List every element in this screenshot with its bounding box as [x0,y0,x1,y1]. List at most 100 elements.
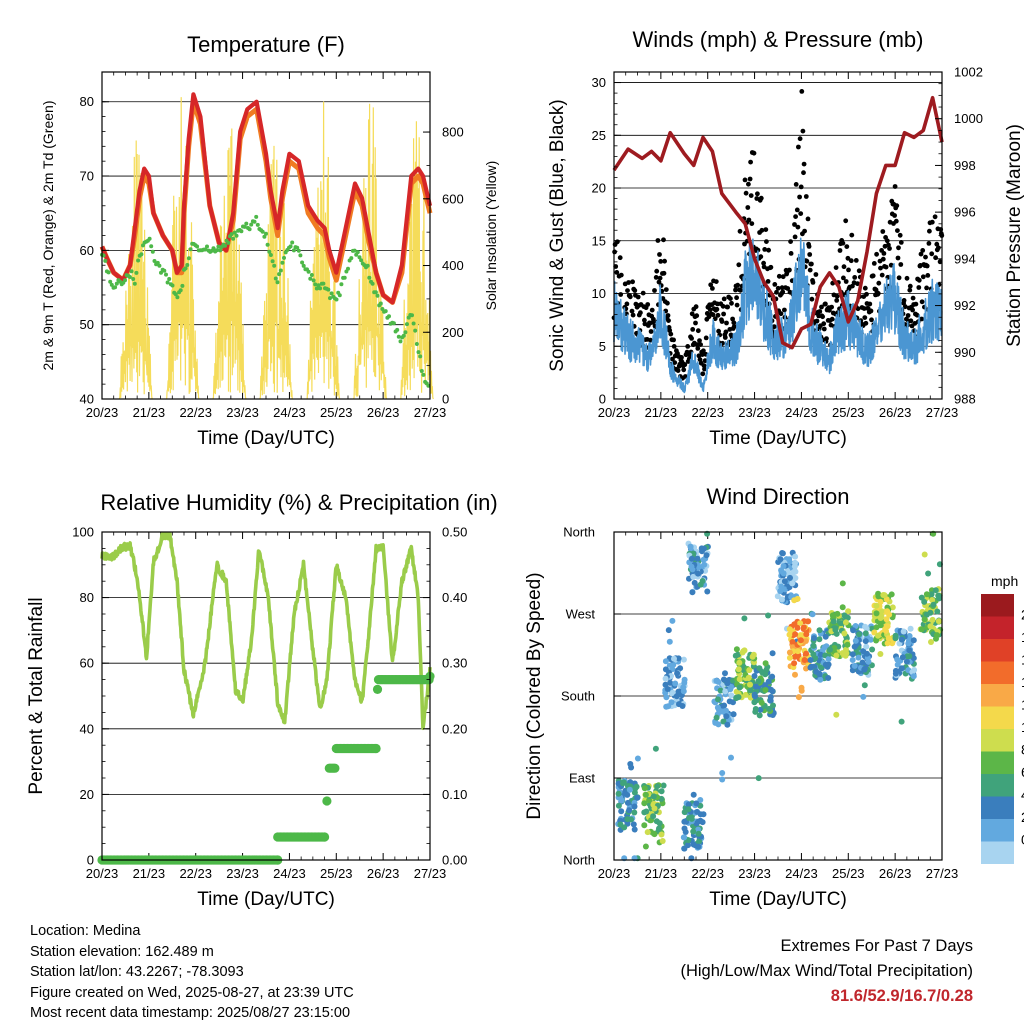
direction-point [618,797,625,804]
chart-title: Winds (mph) & Pressure (mb) [633,27,924,52]
dewpoint-point [195,244,200,249]
y-tick-label: 40 [80,392,94,407]
dewpoint-point [298,253,303,258]
y-axis-label: Direction (Colored By Speed) [524,572,545,819]
y-right-tick-label: 0.20 [442,721,467,736]
direction-point [643,808,650,815]
direction-point [865,658,872,665]
colorbar-swatch [981,706,1014,729]
dewpoint-point [414,342,419,346]
gust-point [844,244,850,250]
direction-point [856,631,863,638]
gust-point [714,306,720,312]
direction-point [921,598,928,605]
direction-point [851,662,858,669]
dewpoint-point [295,245,300,250]
gust-point [755,247,761,253]
direction-point [905,640,912,647]
dewpoint-point [147,236,152,241]
direction-point [656,825,662,832]
direction-point [674,670,681,677]
gust-point [794,207,800,213]
y-right-tick-label: 400 [442,258,464,273]
dewpoint-point [214,248,219,253]
dewpoint-point [273,276,278,281]
x-tick-label: 20/23 [86,866,119,881]
gust-point [821,326,827,332]
gust-point [802,228,807,234]
dewpoint-point [367,275,372,280]
direction-point [786,654,793,661]
direction-point [615,790,622,797]
direction-point [859,659,866,666]
dewpoint-point [280,260,285,265]
dewpoint-point [123,278,127,283]
humidity-precip-panel: 20/23 21/23 22/23 23/23 24/23 25/23 26/23 27/23… [26,490,498,910]
solar-series [118,97,434,400]
direction-point [656,820,663,827]
x-tick-label: 23/23 [738,866,771,881]
direction-point [792,553,799,560]
direction-point [861,682,868,689]
direction-point [778,583,785,590]
direction-point [791,621,798,628]
direction-point [736,684,743,691]
direction-point [832,626,839,633]
gust-point [626,280,631,285]
x-tick-label: 25/23 [832,405,865,420]
gust-point [635,294,641,300]
solar-line [165,97,200,400]
solar-line [212,128,247,400]
recent-data-text: Most recent data timestamp: 2025/08/27 2… [30,1005,351,1021]
precip-point [322,796,332,806]
gust-point [700,371,706,377]
gust-point [916,285,922,290]
direction-point [747,687,754,694]
x-tick-label: 20/23 [598,866,631,881]
colorbar: mph 20+ 18 16 14 12 10 8 6 4 2 0 [981,573,1024,864]
direction-point [765,678,772,685]
gust-point [898,240,904,245]
direction-point [749,653,756,660]
gust-point [681,367,687,373]
gust-point [710,312,716,318]
dewpoint-point [421,372,426,377]
dewpoint-point [326,287,331,292]
gust-point [863,320,869,326]
gust-point [710,286,715,291]
gust-point [618,292,624,297]
gust-point [728,296,733,301]
gust-point [821,321,827,327]
gust-point [615,239,620,245]
gust-point [652,288,657,293]
direction-point [816,636,823,643]
gust-point [665,313,671,318]
direction-point [930,601,937,608]
direction-point [903,658,910,665]
gust-point [690,327,696,332]
dewpoint-point [413,328,418,333]
dewpoint-point [185,263,190,267]
gust-point [689,336,694,341]
direction-point [751,693,758,700]
gust-point [749,221,755,227]
dewpoint-point [249,222,254,227]
dewpoint-point [334,297,339,302]
dewpoint-point [255,222,260,227]
dewpoint-point [218,248,223,253]
series-dewpoint [100,214,431,388]
dewpoint-point [342,275,347,280]
precip-point [372,684,383,695]
direction-point [830,618,837,625]
direction-point [719,776,726,783]
gust-point [852,275,858,280]
direction-point [631,803,638,810]
gust-point [667,328,673,333]
x-tick-label: 24/23 [785,866,818,881]
direction-point [641,785,648,792]
dewpoint-point [311,278,316,283]
gust-point [765,279,771,284]
direction-point [927,623,934,630]
direction-point [765,612,772,619]
dewpoint-point [282,255,286,260]
